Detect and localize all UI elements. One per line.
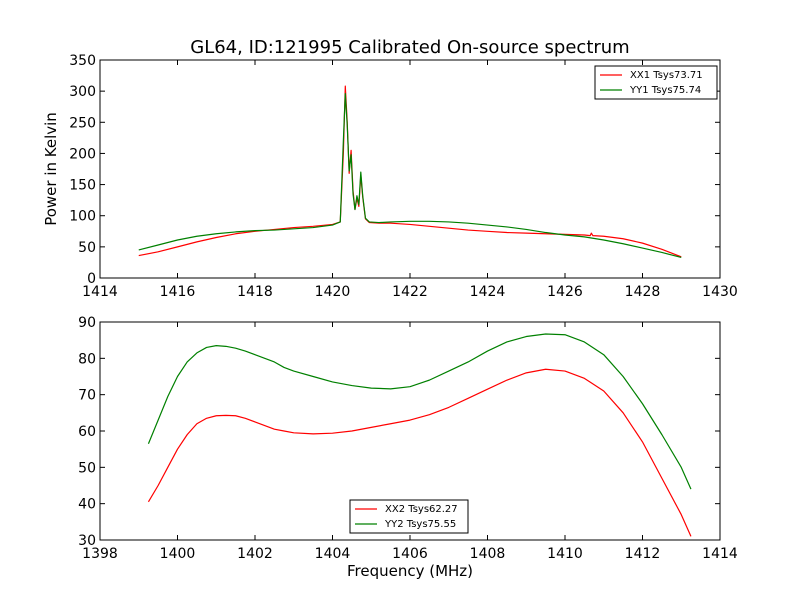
top-y-axis-label: Power in Kelvin: [42, 112, 60, 226]
bottom-legend-label-xx2: XX2 Tsys62.27: [385, 504, 458, 515]
bottom-y-tick-label: 50: [78, 460, 96, 476]
bottom-legend-label-yy2: YY2 Tsys75.55: [384, 519, 456, 530]
top-y-tick-label: 300: [69, 84, 96, 100]
bottom-x-tick-label: 1400: [160, 546, 196, 562]
top-panel: 1414 1416 1418 1420 1422 1424 1426 1428 1430 0 50…: [42, 53, 738, 300]
bottom-y-tick-label: 30: [78, 533, 96, 549]
bottom-panel: 1398 1400 1402 1404 1406 1408 1410 1412 1414 30 4…: [78, 315, 738, 580]
bottom-legend-box: [349, 499, 469, 534]
top-legend-box: [594, 65, 718, 100]
top-y-tick-label: 0: [87, 271, 96, 287]
bottom-series-line-1: [147, 333, 692, 490]
bottom-y-tick-label: 70: [78, 388, 96, 404]
bottom-series-line-0: [147, 368, 692, 537]
bottom-x-tick-label: 1402: [237, 546, 273, 562]
bottom-x-tick-label: 1398: [82, 546, 118, 562]
top-y-tick-label: 350: [69, 53, 96, 69]
top-x-tick-label: 1420: [315, 284, 351, 300]
top-series-line-1: [138, 93, 682, 259]
bottom-x-tick-label: 1406: [392, 546, 428, 562]
bottom-x-ticks: 1398 1400 1402 1404 1406 1408 1410 1412 1414: [82, 322, 738, 562]
bottom-y-tick-label: 80: [78, 351, 96, 367]
bottom-y-tick-label: 40: [78, 497, 96, 513]
top-x-tick-label: 1426: [547, 284, 583, 300]
top-y-ticks: 0 50 100 150 200 250 300 350: [69, 53, 720, 287]
chart-title: GL64, ID:121995 Calibrated On-source spe…: [190, 37, 629, 58]
top-legend-label-xx1: XX1 Tsys73.71: [630, 70, 703, 81]
bottom-y-tick-label: 60: [78, 424, 96, 440]
bottom-plot-area: [147, 333, 692, 537]
top-x-tick-label: 1430: [702, 284, 738, 300]
bottom-x-tick-label: 1408: [470, 546, 506, 562]
bottom-y-tick-label: 90: [78, 315, 96, 331]
top-x-tick-label: 1416: [160, 284, 196, 300]
bottom-x-tick-label: 1412: [625, 546, 661, 562]
bottom-x-tick-label: 1404: [315, 546, 351, 562]
bottom-x-tick-label: 1414: [702, 546, 738, 562]
top-y-tick-label: 250: [69, 115, 96, 131]
top-x-ticks: 1414 1416 1418 1420 1422 1424 1426 1428 1430: [82, 60, 738, 300]
bottom-legend: XX2 Tsys62.27 YY2 Tsys75.55: [349, 499, 469, 534]
top-x-tick-label: 1422: [392, 284, 428, 300]
top-y-tick-label: 50: [78, 240, 96, 256]
bottom-y-ticks: 30 40 50 60 70 80 90: [78, 315, 720, 549]
top-x-tick-label: 1418: [237, 284, 273, 300]
top-legend: XX1 Tsys73.71 YY1 Tsys75.74: [594, 65, 718, 100]
top-x-tick-label: 1424: [470, 284, 506, 300]
top-legend-label-yy1: YY1 Tsys75.74: [629, 85, 701, 96]
top-y-tick-label: 200: [69, 146, 96, 162]
bottom-x-axis-label: Frequency (MHz): [347, 562, 473, 580]
top-x-tick-label: 1414: [82, 284, 118, 300]
top-x-tick-label: 1428: [625, 284, 661, 300]
bottom-x-tick-label: 1410: [547, 546, 583, 562]
top-y-tick-label: 150: [69, 178, 96, 194]
top-y-tick-label: 100: [69, 209, 96, 225]
top-plot-area: [138, 85, 682, 259]
